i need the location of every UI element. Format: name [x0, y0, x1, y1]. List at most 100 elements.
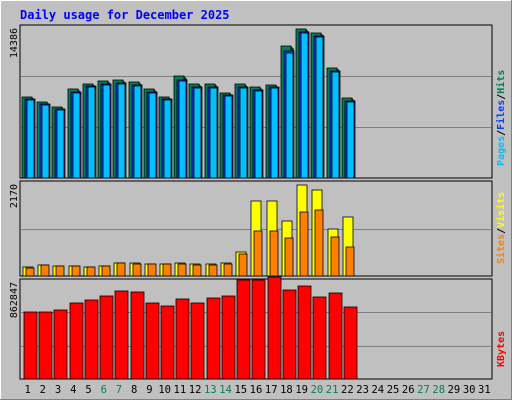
bar-sites-day-1	[25, 267, 35, 277]
day-label-6: 6	[101, 384, 107, 396]
panel-max-label: 2170	[9, 184, 20, 208]
day-label-15: 15	[234, 384, 247, 396]
day-label-31: 31	[478, 384, 491, 396]
day-label-18: 18	[280, 384, 293, 396]
bar-pages-day-16	[254, 90, 263, 179]
day-label-16: 16	[250, 384, 263, 396]
bar-pages-day-1	[26, 99, 35, 179]
panels-layer: 14386Pages/Files/Hits2170Sites/Visits862…	[9, 24, 507, 380]
day-label-5: 5	[85, 384, 91, 396]
bar-pages-day-15	[239, 87, 248, 179]
day-label-26: 26	[402, 384, 415, 396]
day-label-29: 29	[448, 384, 461, 396]
bar-sites-day-9	[147, 263, 157, 277]
bar-pages-day-8	[133, 85, 142, 179]
day-label-25: 25	[387, 384, 400, 396]
bar-sites-day-21	[330, 236, 340, 277]
day-label-20: 20	[311, 384, 324, 396]
bar-kbytes-day-18	[282, 289, 297, 380]
panel-visits-sites: 2170 Sites/Visits	[9, 180, 507, 277]
bar-kbytes-day-13	[206, 297, 221, 380]
day-label-7: 7	[116, 384, 122, 396]
day-label-23: 23	[356, 384, 369, 396]
bar-sites-day-7	[116, 262, 126, 277]
bar-pages-day-9	[148, 92, 157, 179]
day-label-22: 22	[341, 384, 354, 396]
bar-sites-day-4	[71, 265, 81, 277]
day-label-14: 14	[219, 384, 232, 396]
day-label-12: 12	[189, 384, 202, 396]
bar-sites-day-14	[223, 263, 233, 277]
bar-sites-day-8	[132, 263, 142, 277]
bar-sites-day-22	[345, 246, 355, 277]
day-label-13: 13	[204, 384, 217, 396]
panel-legend: KBytes	[496, 331, 507, 367]
bar-kbytes-day-19	[297, 285, 312, 380]
legend-entry: Files	[495, 100, 507, 130]
bar-sites-day-5	[86, 266, 96, 277]
bar-sites-day-2	[40, 264, 50, 277]
legend-entry: /	[496, 130, 507, 136]
bar-sites-day-10	[162, 263, 172, 277]
bar-kbytes-day-10	[160, 305, 175, 380]
bar-kbytes-day-14	[221, 295, 236, 380]
day-label-17: 17	[265, 384, 278, 396]
bar-sites-day-3	[55, 265, 65, 277]
panel-kbytes: 862847 KBytes	[9, 276, 507, 380]
bar-kbytes-day-3	[53, 309, 68, 380]
bar-kbytes-day-7	[114, 290, 129, 380]
panel-max-label: 862847	[9, 282, 20, 318]
bar-pages-day-18	[285, 52, 294, 179]
bar-pages-day-20	[315, 36, 324, 179]
bar-kbytes-day-16	[251, 279, 266, 380]
legend-entry: Visits	[495, 192, 507, 228]
day-label-30: 30	[463, 384, 476, 396]
bar-pages-day-11	[178, 80, 187, 179]
day-label-2: 2	[40, 384, 46, 396]
bar-sites-day-6	[101, 265, 111, 277]
panel-max-label: 14386	[9, 28, 20, 58]
day-label-1: 1	[24, 384, 30, 396]
bar-sites-day-19	[299, 211, 309, 277]
bar-kbytes-day-22	[343, 306, 358, 380]
bar-pages-day-3	[56, 109, 65, 179]
bar-sites-day-11	[177, 263, 187, 277]
legend-entry: /	[496, 228, 507, 234]
bar-pages-day-6	[102, 84, 111, 179]
day-label-8: 8	[131, 384, 137, 396]
bar-kbytes-day-17	[267, 276, 282, 380]
day-label-3: 3	[55, 384, 61, 396]
bar-sites-day-20	[314, 209, 324, 277]
bar-kbytes-day-21	[328, 292, 343, 380]
bar-kbytes-day-1	[23, 311, 38, 380]
day-label-4: 4	[70, 384, 76, 396]
day-labels: 1 2 3 4 5 6 7 8 9 10 11 12 13 14 15 16 17 18 19 20 21 22 23 24 2…	[24, 384, 490, 396]
bar-pages-day-10	[163, 99, 172, 179]
bar-pages-day-22	[346, 101, 355, 179]
bar-kbytes-day-11	[175, 298, 190, 380]
bar-kbytes-day-20	[312, 296, 327, 380]
day-label-28: 28	[432, 384, 445, 396]
bar-kbytes-day-12	[190, 302, 205, 380]
bar-pages-day-2	[41, 104, 50, 179]
day-label-10: 10	[158, 384, 171, 396]
day-label-19: 19	[295, 384, 308, 396]
day-label-24: 24	[371, 384, 384, 396]
chart-title: Daily usage for December 2025	[20, 8, 230, 22]
panel-legend: Sites/Visits	[495, 192, 507, 264]
bar-sites-day-18	[284, 237, 294, 277]
legend-entry: Pages	[496, 136, 507, 166]
legend-entry: KBytes	[496, 331, 507, 367]
day-label-11: 11	[174, 384, 187, 396]
legend-entry: Hits	[495, 70, 507, 94]
bar-pages-day-19	[300, 32, 309, 179]
bar-pages-day-5	[87, 86, 96, 179]
bar-sites-day-17	[269, 230, 279, 277]
bar-kbytes-day-15	[236, 279, 251, 380]
bar-kbytes-day-9	[145, 302, 160, 380]
legend-entry: Sites	[495, 234, 507, 264]
bar-sites-day-15	[238, 253, 248, 277]
bar-pages-day-14	[224, 95, 233, 179]
bar-kbytes-day-8	[130, 291, 145, 380]
